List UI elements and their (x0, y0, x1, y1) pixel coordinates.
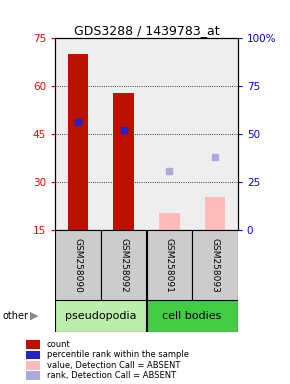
Text: percentile rank within the sample: percentile rank within the sample (47, 351, 189, 359)
Text: cell bodies: cell bodies (162, 311, 222, 321)
Text: GSM258093: GSM258093 (211, 238, 220, 292)
Bar (192, 230, 238, 300)
Bar (205, 197, 225, 230)
Bar (26, 371, 40, 380)
Bar (113, 93, 134, 230)
Text: pseudopodia: pseudopodia (65, 311, 137, 321)
Bar (101, 230, 146, 300)
Bar (68, 55, 88, 230)
Text: ▶: ▶ (30, 311, 39, 321)
Bar (147, 300, 238, 332)
Bar (26, 361, 40, 369)
Text: GSM258092: GSM258092 (119, 238, 128, 292)
Bar (55, 300, 146, 332)
Bar (147, 230, 192, 300)
Bar (55, 230, 101, 300)
Text: value, Detection Call = ABSENT: value, Detection Call = ABSENT (47, 361, 180, 370)
Text: other: other (3, 311, 29, 321)
Text: GSM258091: GSM258091 (165, 238, 174, 292)
Text: count: count (47, 340, 70, 349)
Text: GSM258090: GSM258090 (73, 238, 82, 292)
Bar (159, 213, 180, 230)
Title: GDS3288 / 1439783_at: GDS3288 / 1439783_at (74, 24, 219, 37)
Bar (26, 351, 40, 359)
Text: rank, Detection Call = ABSENT: rank, Detection Call = ABSENT (47, 371, 176, 380)
Bar (26, 341, 40, 349)
